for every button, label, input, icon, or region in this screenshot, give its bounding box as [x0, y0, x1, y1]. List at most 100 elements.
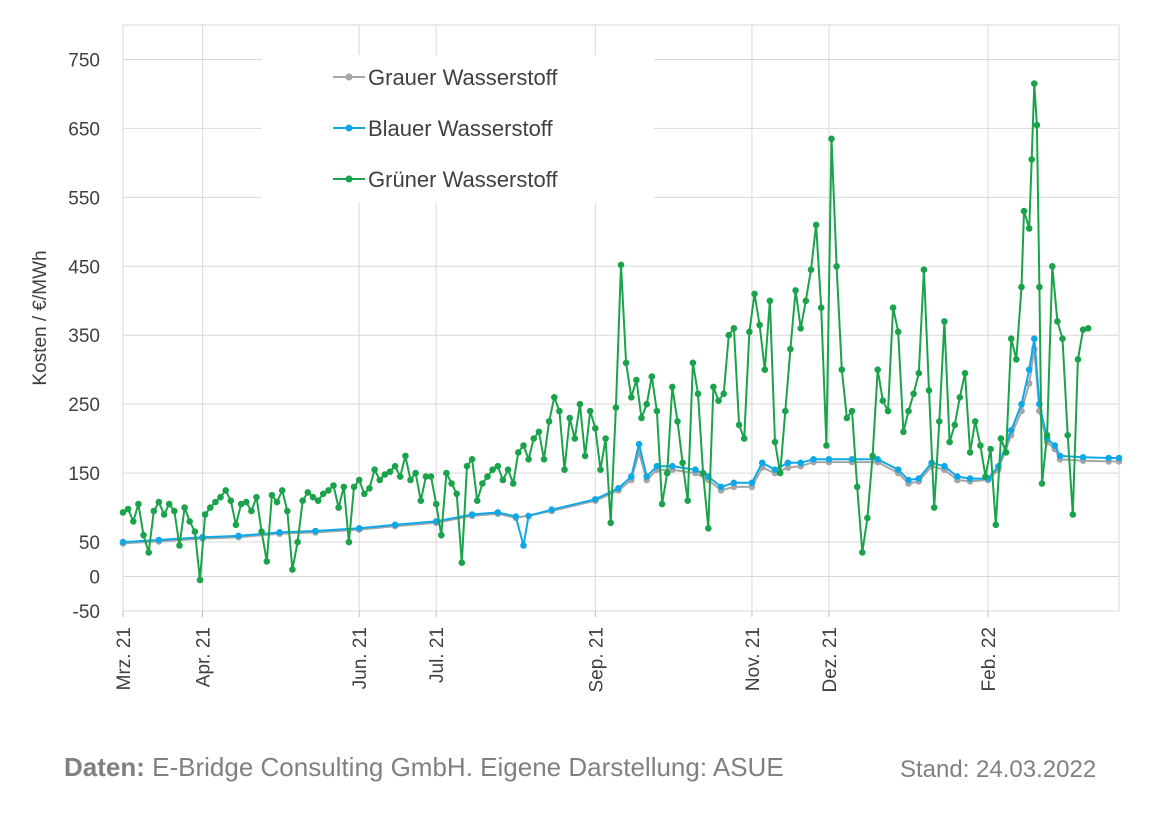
- data-point: [1025, 225, 1033, 232]
- legend-item: Grüner Wasserstoff: [333, 167, 558, 192]
- data-point: [155, 498, 163, 506]
- x-tick-label: Apr. 21: [194, 627, 215, 687]
- data-point: [191, 528, 199, 535]
- y-tick-label: -50: [73, 602, 100, 623]
- data-point: [617, 261, 625, 269]
- y-tick-label: 450: [68, 257, 100, 278]
- data-point: [330, 482, 337, 489]
- data-point: [284, 507, 291, 515]
- data-point: [784, 459, 792, 467]
- data-point: [314, 497, 322, 505]
- data-point: [312, 527, 319, 535]
- data-point: [325, 487, 332, 494]
- data-point: [1084, 325, 1092, 332]
- data-point: [782, 407, 789, 415]
- data-point: [1025, 366, 1033, 374]
- data-point: [615, 485, 622, 492]
- data-point: [432, 500, 440, 508]
- data-point: [946, 438, 953, 446]
- data-point: [196, 576, 204, 584]
- legend-label: Blauer Wasserstoff: [368, 116, 554, 141]
- data-point: [355, 525, 363, 532]
- data-point: [319, 490, 327, 498]
- data-point: [776, 469, 784, 477]
- data-point: [669, 462, 676, 470]
- y-axis-ticks: -50 0 50 150 250 350 450 550 650 750: [68, 50, 100, 623]
- data-point: [607, 519, 614, 527]
- data-point: [494, 509, 502, 516]
- data-point: [638, 414, 645, 422]
- data-point: [1056, 452, 1064, 460]
- x-tick-label: Jun. 21: [350, 627, 371, 689]
- data-point: [710, 383, 717, 391]
- data-point: [746, 328, 753, 336]
- data-point: [825, 456, 833, 463]
- data-point: [900, 428, 907, 436]
- data-point: [448, 480, 455, 487]
- y-tick-label: 150: [68, 464, 100, 485]
- data-point: [1028, 156, 1035, 163]
- data-point: [268, 491, 276, 499]
- data-point: [925, 387, 933, 394]
- series-line: [122, 82, 1089, 581]
- data-point: [1064, 431, 1071, 439]
- data-point: [705, 525, 712, 532]
- data-point: [941, 318, 948, 325]
- data-point: [381, 471, 389, 478]
- data-point: [838, 366, 846, 374]
- data-point: [905, 476, 912, 484]
- data-point: [977, 442, 984, 449]
- legend: Grauer Wasserstoff Blauer Wasserstoff Grün…: [262, 55, 654, 203]
- data-point: [453, 490, 461, 498]
- data-point: [571, 435, 579, 442]
- data-point: [135, 500, 142, 508]
- data-point: [874, 366, 881, 374]
- data-point: [751, 290, 758, 298]
- data-point: [859, 549, 866, 556]
- data-point: [540, 456, 548, 463]
- data-point: [807, 266, 815, 274]
- data-point: [951, 421, 958, 429]
- data-point: [748, 479, 756, 487]
- data-point: [376, 476, 384, 484]
- data-point: [628, 473, 635, 480]
- data-point: [717, 483, 725, 491]
- data-point: [176, 542, 183, 549]
- data-point: [792, 287, 799, 294]
- data-point: [520, 542, 527, 549]
- data-point: [263, 558, 271, 565]
- data-point: [276, 529, 283, 536]
- data-point: [212, 498, 219, 506]
- data-point: [674, 418, 681, 425]
- data-point: [833, 263, 840, 270]
- x-tick-label: Dez. 21: [820, 627, 841, 692]
- x-tick-label: Sep. 21: [586, 627, 607, 693]
- data-point: [278, 487, 286, 494]
- data-point: [730, 325, 738, 332]
- data-point: [684, 497, 691, 505]
- data-point: [548, 506, 555, 513]
- data-point: [289, 566, 296, 573]
- data-point: [894, 466, 902, 474]
- data-point: [556, 407, 563, 415]
- data-point: [207, 504, 214, 511]
- data-point: [427, 473, 435, 480]
- data-point: [253, 493, 260, 501]
- data-point: [848, 407, 856, 415]
- data-point: [956, 394, 964, 401]
- data-point: [294, 538, 301, 546]
- data-point: [884, 407, 892, 415]
- data-point: [155, 536, 163, 544]
- data-point: [1036, 283, 1043, 291]
- data-point: [699, 469, 707, 477]
- data-point: [201, 511, 209, 518]
- data-point: [802, 297, 810, 305]
- data-point: [653, 407, 661, 415]
- data-point: [258, 528, 265, 535]
- data-point: [165, 500, 173, 508]
- data-point: [715, 397, 722, 405]
- y-axis-title: Kosten / €/MWh: [30, 250, 51, 385]
- data-point: [971, 418, 979, 425]
- data-point: [936, 418, 943, 425]
- data-point: [391, 462, 399, 470]
